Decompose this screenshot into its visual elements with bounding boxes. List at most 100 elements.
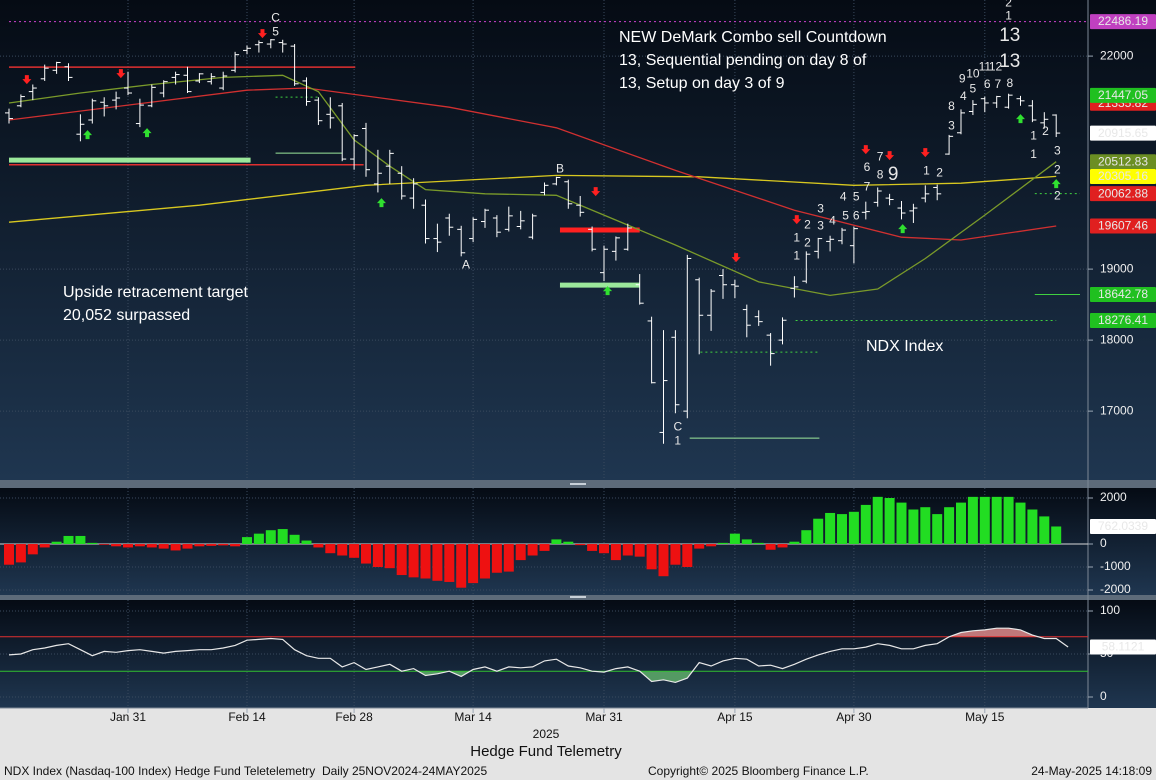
sell-arrow bbox=[861, 145, 871, 155]
histogram-bar bbox=[361, 544, 371, 564]
histogram-bar bbox=[408, 544, 419, 578]
oscillator-panel bbox=[0, 600, 1156, 708]
histogram-bar bbox=[1003, 496, 1014, 545]
histogram-bar bbox=[289, 534, 300, 545]
histogram-bar bbox=[87, 542, 98, 545]
sell-arrow bbox=[591, 187, 601, 197]
histogram-bar bbox=[15, 544, 26, 563]
x-tick-label: May 15 bbox=[965, 710, 1005, 724]
buy-arrow bbox=[898, 224, 908, 234]
histogram-bar bbox=[825, 512, 836, 545]
count-label: 9 bbox=[959, 71, 966, 85]
histogram-bar bbox=[206, 544, 217, 546]
count-label: 2 bbox=[1005, 0, 1012, 9]
count-label: 5 bbox=[842, 208, 849, 222]
histogram-bar bbox=[146, 544, 157, 548]
histogram-bar bbox=[158, 544, 169, 549]
count-label: 5 bbox=[272, 24, 279, 38]
last-value-box bbox=[1090, 125, 1156, 141]
last-value-box bbox=[1090, 186, 1156, 202]
histogram-bar bbox=[301, 540, 312, 545]
x-axis-area bbox=[0, 708, 1156, 780]
last-value-box bbox=[1090, 286, 1156, 302]
histogram-bar bbox=[599, 544, 609, 554]
band-fill bbox=[949, 628, 1039, 637]
buy-arrow bbox=[603, 286, 613, 296]
histogram-bar bbox=[265, 530, 276, 545]
moving-average bbox=[8, 174, 1057, 223]
x-tick-label: Apr 30 bbox=[836, 710, 872, 724]
histogram-bar bbox=[1027, 509, 1038, 545]
count-label: 3 bbox=[817, 201, 824, 215]
moving-average bbox=[8, 87, 1057, 241]
histogram-bar bbox=[765, 544, 776, 550]
histogram-bar bbox=[646, 544, 657, 570]
count-label: 7 bbox=[995, 77, 1002, 91]
band-fill bbox=[401, 671, 693, 683]
x-tick-label: Jan 31 bbox=[110, 710, 146, 724]
sell-arrow bbox=[731, 253, 741, 263]
histogram-bar bbox=[39, 544, 50, 548]
last-value-label: 18276.41 bbox=[1098, 313, 1148, 327]
histogram-bar bbox=[944, 507, 955, 545]
count-label: 4 bbox=[829, 213, 836, 227]
histogram-bar bbox=[349, 544, 360, 558]
histogram-bar bbox=[896, 502, 907, 545]
histogram-bar bbox=[468, 544, 479, 584]
histogram-bar bbox=[1015, 502, 1026, 545]
footer-center: Copyright© 2025 Bloomberg Finance L.P. bbox=[648, 764, 869, 778]
x-tick-label: Feb 14 bbox=[228, 710, 266, 724]
x-tick-label: Feb 28 bbox=[335, 710, 373, 724]
last-value-box bbox=[1090, 639, 1156, 655]
histogram-bar bbox=[337, 544, 348, 556]
combo-note: 13, Sequential pending on day 8 of bbox=[619, 52, 867, 69]
last-value-box bbox=[1090, 154, 1156, 170]
last-value-label: 22486.19 bbox=[1098, 14, 1148, 28]
histogram-bar bbox=[480, 544, 490, 579]
histogram-bar bbox=[610, 544, 621, 561]
count-label: 10 bbox=[966, 66, 980, 80]
year-label: 2025 bbox=[533, 727, 560, 741]
divider-handle bbox=[570, 596, 586, 598]
histogram-bar bbox=[277, 529, 288, 545]
histogram-bar bbox=[979, 496, 990, 545]
count-label: 6 bbox=[864, 160, 871, 174]
histogram-bar bbox=[682, 544, 693, 568]
histogram-bar bbox=[99, 544, 110, 545]
buy-arrow bbox=[83, 130, 93, 140]
y-tick-label: 17000 bbox=[1100, 403, 1134, 417]
histogram-bar bbox=[837, 514, 847, 545]
histogram-bar bbox=[813, 518, 824, 545]
histogram-bar bbox=[242, 537, 252, 545]
y-tick-label: 2000 bbox=[1100, 490, 1127, 504]
count-label: 6 bbox=[984, 77, 991, 91]
y-tick-label: 22000 bbox=[1100, 48, 1134, 62]
count-label: 1 bbox=[1030, 128, 1037, 142]
histogram-bar bbox=[51, 541, 62, 545]
histogram-bar bbox=[920, 507, 931, 545]
footer-left: NDX Index (Nasdaq-100 Index) Hedge Fund … bbox=[4, 764, 487, 778]
histogram-bar bbox=[515, 544, 526, 561]
histogram-bar bbox=[908, 509, 919, 545]
footer-right: 24-May-2025 14:18:09 bbox=[1031, 764, 1152, 778]
last-value-box bbox=[1090, 518, 1156, 534]
count-label: 9 bbox=[888, 164, 899, 185]
count-label: 5 bbox=[853, 189, 860, 203]
histogram-bar bbox=[420, 544, 431, 579]
histogram-bar bbox=[587, 544, 598, 551]
last-value-box bbox=[1090, 218, 1156, 234]
combo-note: 13, Setup on day 3 of 9 bbox=[619, 75, 785, 92]
count-label: 3 bbox=[948, 118, 955, 132]
count-label: 13 bbox=[999, 25, 1020, 46]
histogram-bar bbox=[706, 544, 717, 547]
y-tick-label: 0 bbox=[1100, 689, 1107, 703]
sell-arrow bbox=[885, 151, 895, 161]
sell-arrow bbox=[920, 148, 930, 158]
count-label: 2 bbox=[1054, 188, 1061, 202]
y-tick-label: 100 bbox=[1100, 603, 1120, 617]
histogram-bar bbox=[789, 541, 800, 545]
histogram-bar bbox=[325, 544, 336, 554]
count-label: 1 bbox=[793, 248, 800, 262]
histogram-bar bbox=[182, 544, 193, 549]
